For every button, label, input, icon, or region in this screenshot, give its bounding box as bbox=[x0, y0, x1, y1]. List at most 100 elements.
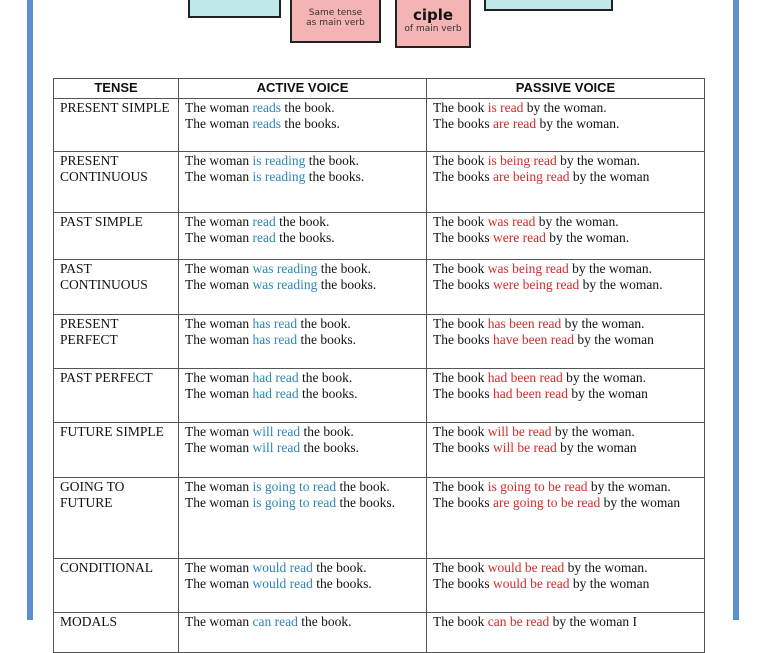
sentence-part: by the woman I bbox=[549, 614, 637, 629]
active-cell: The woman read the book. The woman read t… bbox=[178, 212, 427, 260]
verb-phrase: is reading bbox=[252, 169, 306, 184]
sentence-part: The woman bbox=[185, 479, 253, 494]
sentence: The book is read by the woman. bbox=[433, 100, 698, 116]
sentence: The books were being read by the woman. bbox=[433, 277, 698, 293]
active-cell: The woman can read the book. bbox=[178, 612, 427, 653]
sentence-part: The woman bbox=[185, 495, 253, 510]
sentence-part: The book bbox=[433, 100, 488, 115]
sentence-part: by the woman. bbox=[551, 424, 635, 439]
tense-cell: PAST CONTINUOUS bbox=[53, 259, 179, 315]
tense-cell: PAST SIMPLE bbox=[53, 212, 179, 260]
active-cell: The woman is going to read the book. The … bbox=[178, 477, 427, 559]
sentence-part: the book. bbox=[275, 214, 330, 229]
table-row: PAST SIMPLE The woman read the book. The w… bbox=[53, 212, 705, 260]
card-1 bbox=[188, 0, 281, 18]
tense-cell: PRESENT CONTINUOUS bbox=[53, 151, 179, 213]
sentence-part: The woman bbox=[185, 576, 253, 591]
sentence-part: the books. bbox=[280, 116, 340, 131]
right-frame-border bbox=[733, 0, 739, 620]
header-active: ACTIVE VOICE bbox=[178, 78, 427, 99]
sentence: The woman had read the book. bbox=[185, 370, 420, 386]
sentence: The woman is going to read the books. bbox=[185, 495, 420, 511]
sentence: The book had been read by the woman. bbox=[433, 370, 698, 386]
active-cell: The woman will read the book. The woman w… bbox=[178, 422, 427, 478]
verb-phrase: has read bbox=[252, 332, 298, 347]
header-passive: PASSIVE VOICE bbox=[426, 78, 705, 99]
verb-phrase: has read bbox=[252, 316, 298, 331]
active-cell: The woman was reading the book. The woman… bbox=[178, 259, 427, 315]
sentence-part: by the woman. bbox=[568, 261, 652, 276]
sentence-part: by the woman. bbox=[535, 214, 619, 229]
verb-phrase: is going to be read bbox=[487, 479, 588, 494]
sentence: The book will be read by the woman. bbox=[433, 424, 698, 440]
sentence: The books had been read by the woman bbox=[433, 386, 698, 402]
sentence-part: by the woman bbox=[573, 332, 654, 347]
sentence: The woman is reading the book. bbox=[185, 153, 420, 169]
verb-phrase: was read bbox=[487, 214, 536, 229]
verb-phrase: read bbox=[252, 214, 276, 229]
table-header: TENSE ACTIVE VOICE PASSIVE VOICE bbox=[53, 78, 705, 99]
verb-phrase: are going to be read bbox=[493, 495, 601, 510]
sentence: The woman has read the book. bbox=[185, 316, 420, 332]
sentence: The book is being read by the woman. bbox=[433, 153, 698, 169]
verb-phrase: will be read bbox=[493, 440, 557, 455]
sentence-part: The book bbox=[433, 479, 488, 494]
sentence: The books are read by the woman. bbox=[433, 116, 698, 132]
sentence: The books are going to be read by the wo… bbox=[433, 495, 698, 511]
table-row: PRESENT SIMPLE The woman reads the book. T… bbox=[53, 98, 705, 152]
sentence-part: The woman bbox=[185, 440, 253, 455]
tense-cell: PRESENT SIMPLE bbox=[53, 98, 179, 152]
sentence: The woman would read the book. bbox=[185, 560, 420, 576]
table-row: PAST PERFECT The woman had read the book.… bbox=[53, 368, 705, 423]
tense-cell: FUTURE SIMPLE bbox=[53, 422, 179, 478]
card-3-text: of main verb bbox=[404, 24, 462, 34]
sentence-part: The book bbox=[433, 370, 488, 385]
sentence-part: the books. bbox=[336, 495, 395, 510]
sentence: The woman was reading the book. bbox=[185, 261, 420, 277]
sentence-part: The woman bbox=[185, 332, 253, 347]
sentence-part: the book. bbox=[312, 560, 367, 575]
sentence-part: by the woman bbox=[600, 495, 681, 510]
passive-cell: The book is read by the woman. The books … bbox=[426, 98, 705, 152]
verb-phrase: is being read bbox=[487, 153, 557, 168]
passive-cell: The book was being read by the woman. The… bbox=[426, 259, 705, 315]
sentence-part: by the woman. bbox=[579, 277, 663, 292]
sentence-part: The woman bbox=[185, 370, 253, 385]
sentence-part: The books bbox=[433, 495, 493, 510]
sentence-part: by the woman. bbox=[562, 370, 646, 385]
sentence-part: The books bbox=[433, 277, 493, 292]
sentence: The book was read by the woman. bbox=[433, 214, 698, 230]
sentence-part: by the woman bbox=[569, 576, 650, 591]
sentence-part: by the woman. bbox=[561, 316, 645, 331]
verb-phrase: will read bbox=[252, 440, 301, 455]
sentence: The woman had read the books. bbox=[185, 386, 420, 402]
active-cell: The woman is reading the book. The woman … bbox=[178, 151, 427, 213]
sentence-part: the books. bbox=[305, 169, 365, 184]
table-row: GOING TO FUTURE The woman is going to rea… bbox=[53, 477, 705, 559]
sentence-part: The woman bbox=[185, 614, 253, 629]
header-tense: TENSE bbox=[53, 78, 179, 99]
sentence-part: The book bbox=[433, 560, 488, 575]
sentence-part: The book bbox=[433, 614, 488, 629]
passive-cell: The book would be read by the woman. The … bbox=[426, 558, 705, 613]
passive-cell: The book will be read by the woman. The b… bbox=[426, 422, 705, 478]
sentence: The book would be read by the woman. bbox=[433, 560, 698, 576]
sentence-part: The woman bbox=[185, 116, 253, 131]
passive-cell: The book can be read by the woman I bbox=[426, 612, 705, 653]
sentence-part: The woman bbox=[185, 214, 253, 229]
passive-cell: The book has been read by the woman. The … bbox=[426, 314, 705, 369]
table-row: CONDITIONAL The woman would read the book… bbox=[53, 558, 705, 613]
sentence-part: The books bbox=[433, 169, 493, 184]
tense-cell: GOING TO FUTURE bbox=[53, 477, 179, 559]
verb-phrase: is read bbox=[487, 100, 524, 115]
verb-phrase: is reading bbox=[252, 153, 306, 168]
sentence-part: The woman bbox=[185, 169, 253, 184]
sentence-part: The book bbox=[433, 261, 488, 276]
sentence-part: by the woman bbox=[556, 440, 637, 455]
sentence: The book has been read by the woman. bbox=[433, 316, 698, 332]
verb-phrase: is going to read bbox=[252, 479, 337, 494]
sentence-part: the books. bbox=[297, 332, 356, 347]
verb-phrase: were read bbox=[493, 230, 546, 245]
sentence-part: the book. bbox=[305, 153, 359, 168]
verb-phrase: will read bbox=[252, 424, 301, 439]
